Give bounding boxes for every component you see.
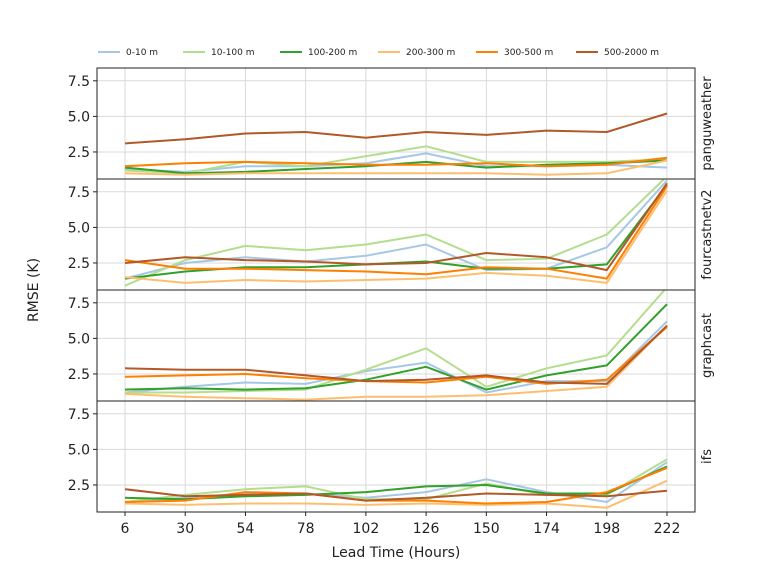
series-line <box>125 290 666 394</box>
legend-label: 100-200 m <box>308 48 357 58</box>
y-tick-label: 2.5 <box>68 478 90 494</box>
series-line <box>124 179 666 287</box>
panel-frame <box>96 400 696 513</box>
y-tick-label: 2.5 <box>68 256 90 272</box>
series-line <box>124 189 668 284</box>
series-line <box>124 145 668 175</box>
legend-label: 300-500 m <box>504 48 553 58</box>
panel-label: fourcastnetv2 <box>700 189 715 279</box>
y-tick-label: 5.0 <box>68 220 90 236</box>
legend-item: 500-2000 m <box>576 48 659 58</box>
series-line <box>124 179 668 280</box>
legend-item: 300-500 m <box>476 48 553 58</box>
legend-item: 100-200 m <box>280 48 357 58</box>
panel-panguweather: 2.5 5.0 7.5 panguweather <box>68 67 715 180</box>
legend-item: 200-300 m <box>378 48 455 58</box>
series-group <box>124 179 668 287</box>
series-line <box>124 488 668 502</box>
y-tick-label: 7.5 <box>68 74 90 90</box>
panel-label: panguweather <box>700 76 715 171</box>
x-tick-label: 102 <box>353 521 380 537</box>
y-tick-label: 5.0 <box>68 331 90 347</box>
series-line <box>124 479 668 509</box>
legend-item: 0-10 m <box>98 48 158 58</box>
series-line <box>124 324 668 401</box>
x-tick-label: 222 <box>654 521 681 537</box>
y-tick-label: 2.5 <box>68 145 90 161</box>
x-axis-title: Lead Time (Hours) <box>332 545 461 561</box>
series-line <box>124 182 668 272</box>
panel-label: ifs <box>700 449 715 464</box>
x-tick-label: 174 <box>533 521 560 537</box>
series-group <box>124 112 668 176</box>
legend-label: 0-10 m <box>126 48 158 58</box>
panel-graphcast: 2.5 5.0 7.5 graphcast <box>68 289 715 402</box>
series-line <box>124 112 668 145</box>
panel-label: graphcast <box>700 313 715 378</box>
series-group <box>124 290 668 401</box>
y-tick-label: 2.5 <box>68 367 90 383</box>
series-line <box>124 303 668 391</box>
x-tick-label: 54 <box>237 521 255 537</box>
x-axis: 6 30 54 78 102 126 150 174 198 222 <box>121 512 681 537</box>
gridlines <box>97 401 695 512</box>
x-tick-label: 78 <box>297 521 315 537</box>
series-line <box>124 465 668 501</box>
series-group <box>124 458 668 509</box>
panel-ifs: 2.5 5.0 7.5 ifs <box>68 400 715 513</box>
series-line <box>124 156 668 168</box>
legend-item: 10-100 m <box>183 48 255 58</box>
panel-fourcastnetv2: 2.5 5.0 7.5 fourcastnetv2 <box>68 178 715 291</box>
series-line <box>124 185 668 280</box>
series-line <box>124 326 668 385</box>
y-axis-title: RMSE (K) <box>26 258 42 322</box>
y-tick-label: 5.0 <box>68 442 90 458</box>
y-tick-label: 7.5 <box>68 407 90 423</box>
legend-label: 500-2000 m <box>604 48 659 58</box>
series-line <box>124 159 668 176</box>
panels: 2.5 5.0 7.5 panguweather 2.5 5.0 7.5 fourcastne… <box>68 67 715 513</box>
legend-label: 200-300 m <box>406 48 455 58</box>
x-tick-label: 6 <box>121 521 130 537</box>
legend-label: 10-100 m <box>211 48 255 58</box>
x-tick-label: 150 <box>473 521 500 537</box>
x-tick-label: 30 <box>176 521 194 537</box>
x-tick-label: 126 <box>413 521 440 537</box>
legend: 0-10 m 10-100 m 100-200 m 200-300 m 300-500 … <box>98 48 659 58</box>
y-tick-label: 5.0 <box>68 109 90 125</box>
x-tick-label: 198 <box>593 521 620 537</box>
series-line <box>124 324 668 385</box>
y-tick-label: 7.5 <box>68 296 90 312</box>
y-tick-label: 7.5 <box>68 185 90 201</box>
